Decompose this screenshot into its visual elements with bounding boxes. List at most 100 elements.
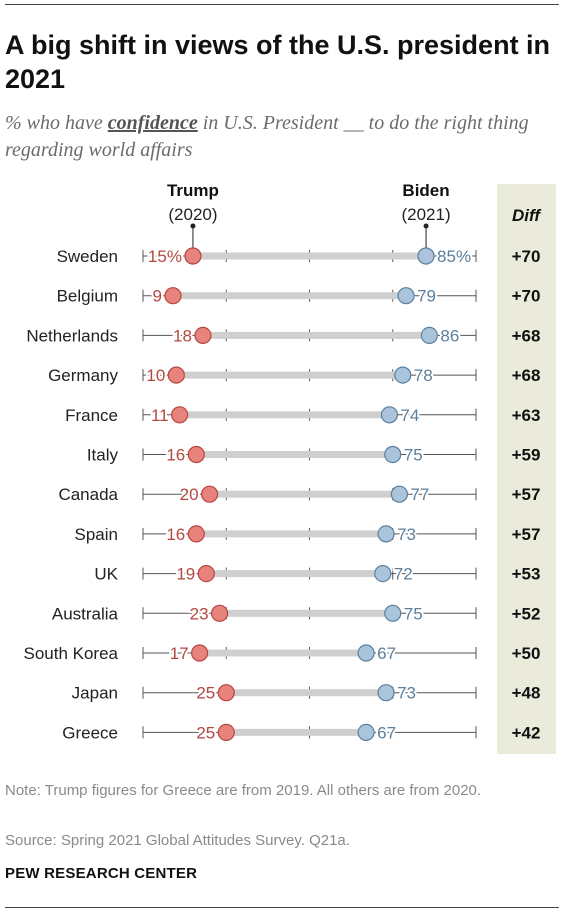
country-label: Greece: [62, 723, 118, 742]
chart-subtitle: % who have confidence in U.S. President …: [5, 110, 557, 164]
trump-value-label: 11: [151, 406, 169, 425]
trump-dot: [167, 366, 185, 384]
subtitle-prefix: % who have: [5, 112, 108, 134]
chart-note: Note: Trump figures for Greece are from …: [5, 782, 482, 799]
brand-logo: PEW RESEARCH CENTER: [5, 865, 198, 882]
biden-dot: [357, 723, 375, 742]
trump-dot: [197, 565, 215, 583]
trump-dot: [217, 684, 235, 702]
country-label: South Korea: [23, 644, 118, 663]
country-label: Australia: [52, 604, 119, 623]
biden-dot: [394, 366, 412, 384]
country-label: Belgium: [57, 287, 118, 306]
country-label: France: [65, 406, 118, 425]
biden-value-label: 67: [377, 644, 396, 663]
biden-dot: [384, 604, 402, 622]
diff-value: +68: [512, 366, 541, 385]
diff-value: +57: [512, 485, 541, 504]
biden-value-label: 74: [400, 406, 419, 425]
diff-value: +57: [512, 525, 541, 544]
country-label: Italy: [87, 446, 119, 465]
chart-title: A big shift in views of the U.S. preside…: [5, 30, 551, 94]
diff-value: +59: [512, 446, 541, 465]
trump-value-label: 9: [153, 287, 162, 306]
diff-header: Diff: [512, 206, 542, 225]
trump-value-label: 19: [176, 565, 195, 584]
trump-dot: [187, 525, 205, 543]
biden-dot: [357, 644, 375, 662]
trump-value-label: 10: [146, 366, 165, 385]
biden-dot: [390, 485, 409, 503]
biden-dot: [374, 565, 392, 583]
legend-biden-pointer-dot: [423, 223, 429, 229]
country-label: Japan: [72, 684, 118, 703]
dot-range-chart: Diff Trump (2020) Biden (2021) Sweden 15% 85% +7…: [23, 181, 556, 754]
country-label: UK: [94, 565, 118, 584]
range-bar: [206, 570, 383, 578]
biden-value-label: 77: [410, 485, 429, 504]
biden-value-label: 72: [394, 565, 413, 584]
biden-value-label: 75: [404, 446, 423, 465]
biden-value-label: 78: [414, 366, 433, 385]
biden-value-label: 86: [440, 326, 459, 345]
range-bar: [209, 490, 400, 498]
country-label: Spain: [75, 525, 118, 544]
diff-value: +53: [512, 565, 541, 584]
trump-dot: [201, 485, 219, 503]
diff-value: +42: [512, 723, 541, 742]
biden-value-label: 67: [377, 723, 396, 742]
biden-value-label: 73: [397, 684, 416, 703]
trump-dot: [184, 247, 202, 265]
biden-dot: [377, 684, 395, 702]
range-bar: [219, 609, 393, 617]
range-bar: [226, 728, 367, 736]
top-rule: [5, 4, 559, 5]
biden-value-label: 85%: [437, 247, 471, 266]
legend-trump-pointer-dot: [190, 223, 196, 229]
country-label: Germany: [48, 366, 118, 385]
subtitle-suffix: in U.S. President __ to do the right thi…: [5, 112, 529, 161]
trump-dot: [217, 723, 235, 742]
country-label: Netherlands: [26, 326, 118, 345]
country-label: Canada: [58, 485, 118, 504]
biden-dot: [377, 525, 395, 543]
legend-trump: Trump: [167, 181, 219, 200]
trump-value-label: 23: [190, 604, 209, 623]
legend-biden: Biden: [402, 181, 449, 200]
range-bar: [176, 371, 403, 379]
range-bar: [202, 331, 430, 339]
diff-value: +48: [512, 684, 541, 703]
trump-dot: [191, 644, 209, 662]
biden-dot: [384, 445, 402, 464]
diff-column-panel: [497, 184, 556, 754]
range-bar: [179, 411, 390, 419]
trump-value-label: 18: [173, 326, 192, 345]
biden-dot: [380, 406, 399, 424]
trump-value-label: 16: [166, 525, 185, 544]
biden-dot: [417, 247, 435, 265]
biden-value-label: 73: [397, 525, 416, 544]
trump-dot: [164, 287, 182, 305]
biden-value-label: 79: [417, 287, 436, 306]
range-bar: [196, 530, 387, 538]
trump-dot: [187, 445, 205, 464]
diff-value: +63: [512, 406, 541, 425]
diff-value: +70: [512, 287, 541, 306]
legend-trump-year: (2020): [168, 205, 217, 224]
chart-source: Source: Spring 2021 Global Attitudes Sur…: [5, 832, 350, 849]
trump-value-label: 17: [170, 644, 189, 663]
range-bar: [196, 451, 393, 458]
trump-value-label: 15%: [148, 247, 182, 266]
subtitle-keyword: confidence: [107, 112, 198, 134]
diff-value: +52: [512, 604, 541, 623]
trump-dot: [171, 406, 189, 424]
diff-value: +68: [512, 326, 541, 345]
range-bar: [172, 292, 407, 300]
trump-value-label: 20: [180, 485, 199, 504]
biden-value-label: 75: [404, 604, 423, 623]
biden-dot: [397, 287, 415, 305]
legend-biden-year: (2021): [401, 205, 450, 224]
country-label: Sweden: [57, 247, 118, 266]
trump-dot: [194, 326, 212, 344]
trump-value-label: 16: [166, 446, 185, 465]
